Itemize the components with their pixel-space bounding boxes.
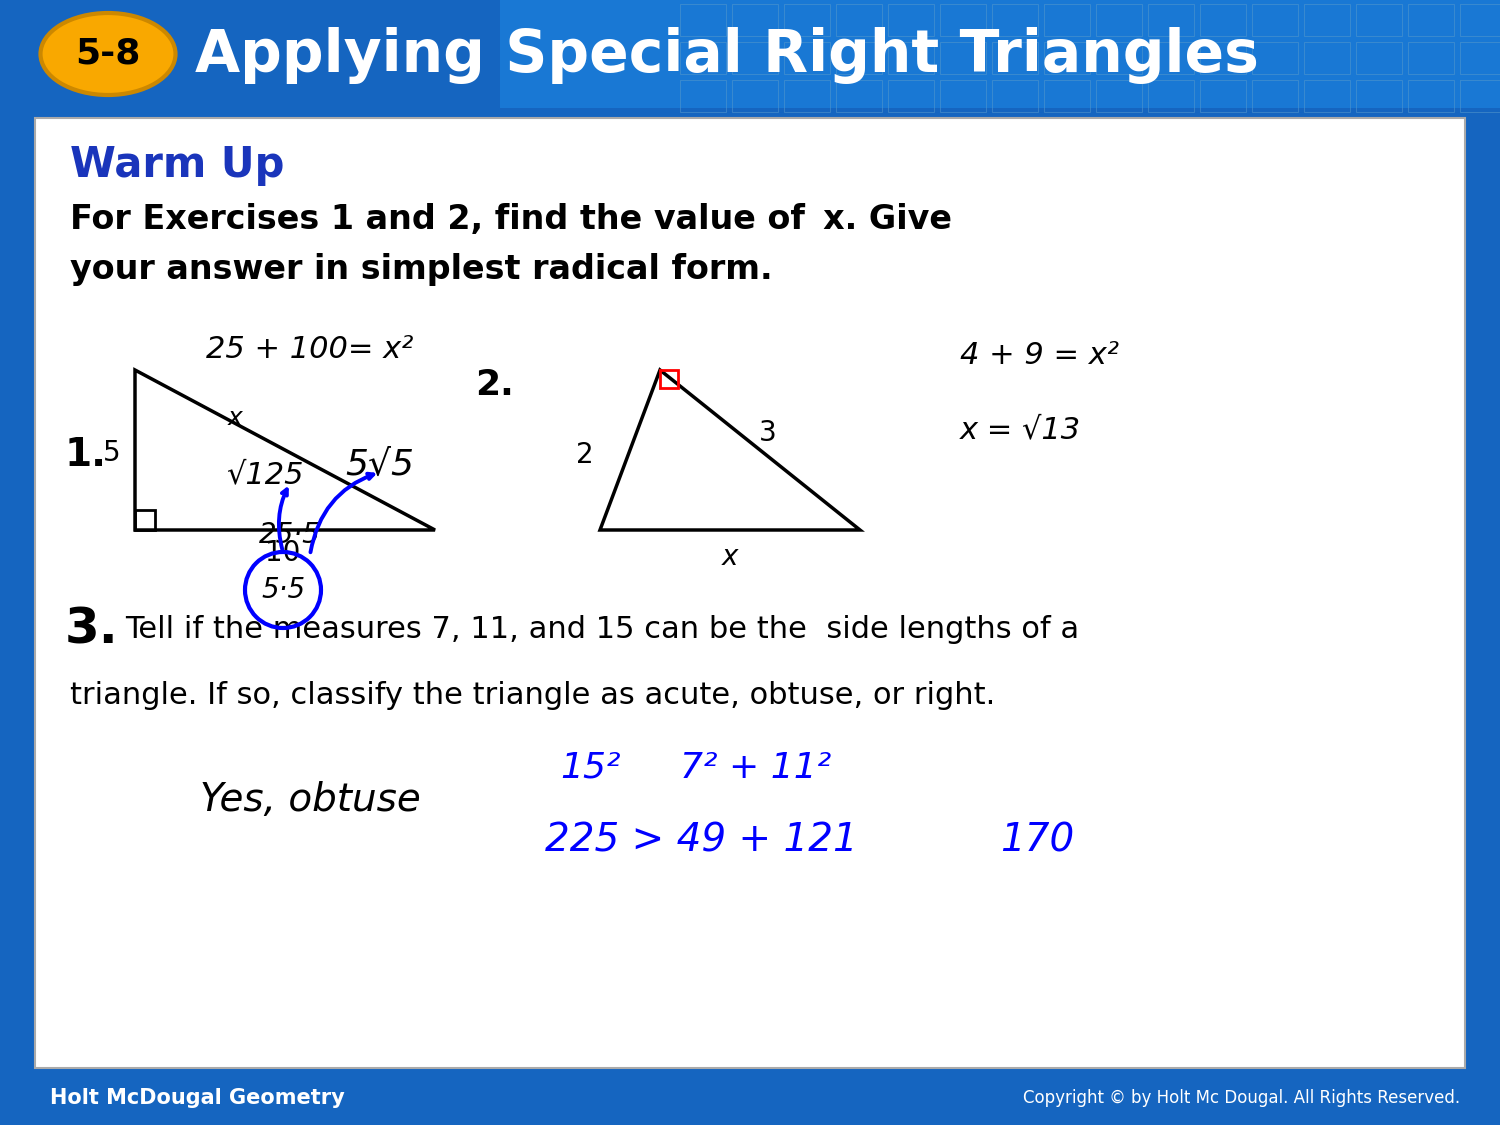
Text: your answer in simplest radical form.: your answer in simplest radical form. (70, 253, 772, 287)
Text: 7² + 11²: 7² + 11² (680, 752, 831, 785)
Bar (888, 42, 934, 74)
Bar (1044, 42, 1090, 74)
Bar (1096, 42, 1142, 74)
Bar (1408, 80, 1454, 112)
Bar (1356, 4, 1402, 36)
Text: 225 > 49 + 121: 225 > 49 + 121 (544, 821, 858, 860)
Text: 5√5: 5√5 (345, 448, 414, 481)
Text: Copyright © by Holt Mc Dougal. All Rights Reserved.: Copyright © by Holt Mc Dougal. All Right… (1023, 1089, 1460, 1107)
Bar (1044, 4, 1090, 36)
Bar (680, 4, 726, 36)
Text: Yes, obtuse: Yes, obtuse (200, 781, 420, 819)
Bar (0, 0, 1500, 108)
Bar (1304, 42, 1350, 74)
Bar (1096, 4, 1142, 36)
Bar (1356, 42, 1402, 74)
Bar (680, 42, 726, 74)
Bar (1460, 4, 1500, 36)
Bar (1096, 80, 1142, 112)
Bar (1408, 4, 1454, 36)
Bar (940, 80, 986, 112)
Ellipse shape (40, 14, 176, 95)
Text: 5-8: 5-8 (75, 37, 141, 71)
Bar (1304, 4, 1350, 36)
Text: 3: 3 (759, 418, 777, 447)
Bar (940, 4, 986, 36)
Text: Warm Up: Warm Up (70, 144, 285, 186)
Bar (888, 80, 934, 112)
Text: x = √13: x = √13 (960, 415, 1082, 444)
Text: x: x (228, 406, 243, 430)
Bar (660, 370, 678, 388)
Bar (0, 1070, 1500, 1125)
Text: 25·5: 25·5 (260, 521, 321, 549)
Text: 25 + 100= x²: 25 + 100= x² (207, 335, 414, 364)
Bar (888, 4, 934, 36)
Bar (1460, 42, 1500, 74)
Text: Tell if the measures 7, 11, and 15 can be the  side lengths of a: Tell if the measures 7, 11, and 15 can b… (124, 615, 1078, 645)
Bar (500, 0, 1500, 108)
Bar (940, 42, 986, 74)
Text: 5: 5 (104, 439, 122, 467)
Bar (836, 42, 882, 74)
Text: 2.: 2. (476, 368, 513, 402)
Bar (1356, 80, 1402, 112)
Bar (1460, 80, 1500, 112)
Bar (732, 80, 778, 112)
Bar (784, 42, 830, 74)
Bar (992, 80, 1038, 112)
Bar (1304, 80, 1350, 112)
Text: Applying Special Right Triangles: Applying Special Right Triangles (195, 27, 1258, 83)
Bar (34, 118, 1466, 1068)
Bar (1200, 42, 1246, 74)
Text: 5·5: 5·5 (261, 576, 305, 604)
Text: 3.: 3. (64, 606, 118, 654)
Bar (1200, 80, 1246, 112)
Bar (1148, 80, 1194, 112)
Text: 10: 10 (266, 539, 300, 567)
Bar (680, 80, 726, 112)
Text: 1.: 1. (64, 436, 106, 474)
Text: 4 + 9 = x²: 4 + 9 = x² (960, 341, 1119, 369)
Bar (992, 42, 1038, 74)
Bar (836, 80, 882, 112)
Text: 15²: 15² (560, 752, 621, 785)
Text: 2: 2 (576, 441, 594, 469)
Bar (784, 80, 830, 112)
Bar (1252, 42, 1298, 74)
Bar (732, 42, 778, 74)
Bar (1200, 4, 1246, 36)
Bar (1148, 4, 1194, 36)
Text: x: x (722, 543, 738, 572)
Bar (1148, 42, 1194, 74)
Bar (784, 4, 830, 36)
Bar (732, 4, 778, 36)
Bar (1408, 42, 1454, 74)
Bar (1252, 80, 1298, 112)
Text: triangle. If so, classify the triangle as acute, obtuse, or right.: triangle. If so, classify the triangle a… (70, 681, 996, 710)
Bar (992, 4, 1038, 36)
Text: 170: 170 (1000, 821, 1074, 860)
Text: For Exercises 1 and 2, find the value of  x. Give: For Exercises 1 and 2, find the value of… (70, 204, 952, 236)
Bar (135, 510, 154, 530)
Bar (1252, 4, 1298, 36)
Text: Holt McDougal Geometry: Holt McDougal Geometry (50, 1088, 345, 1108)
Bar (1044, 80, 1090, 112)
Bar (836, 4, 882, 36)
Text: √125: √125 (226, 460, 303, 489)
